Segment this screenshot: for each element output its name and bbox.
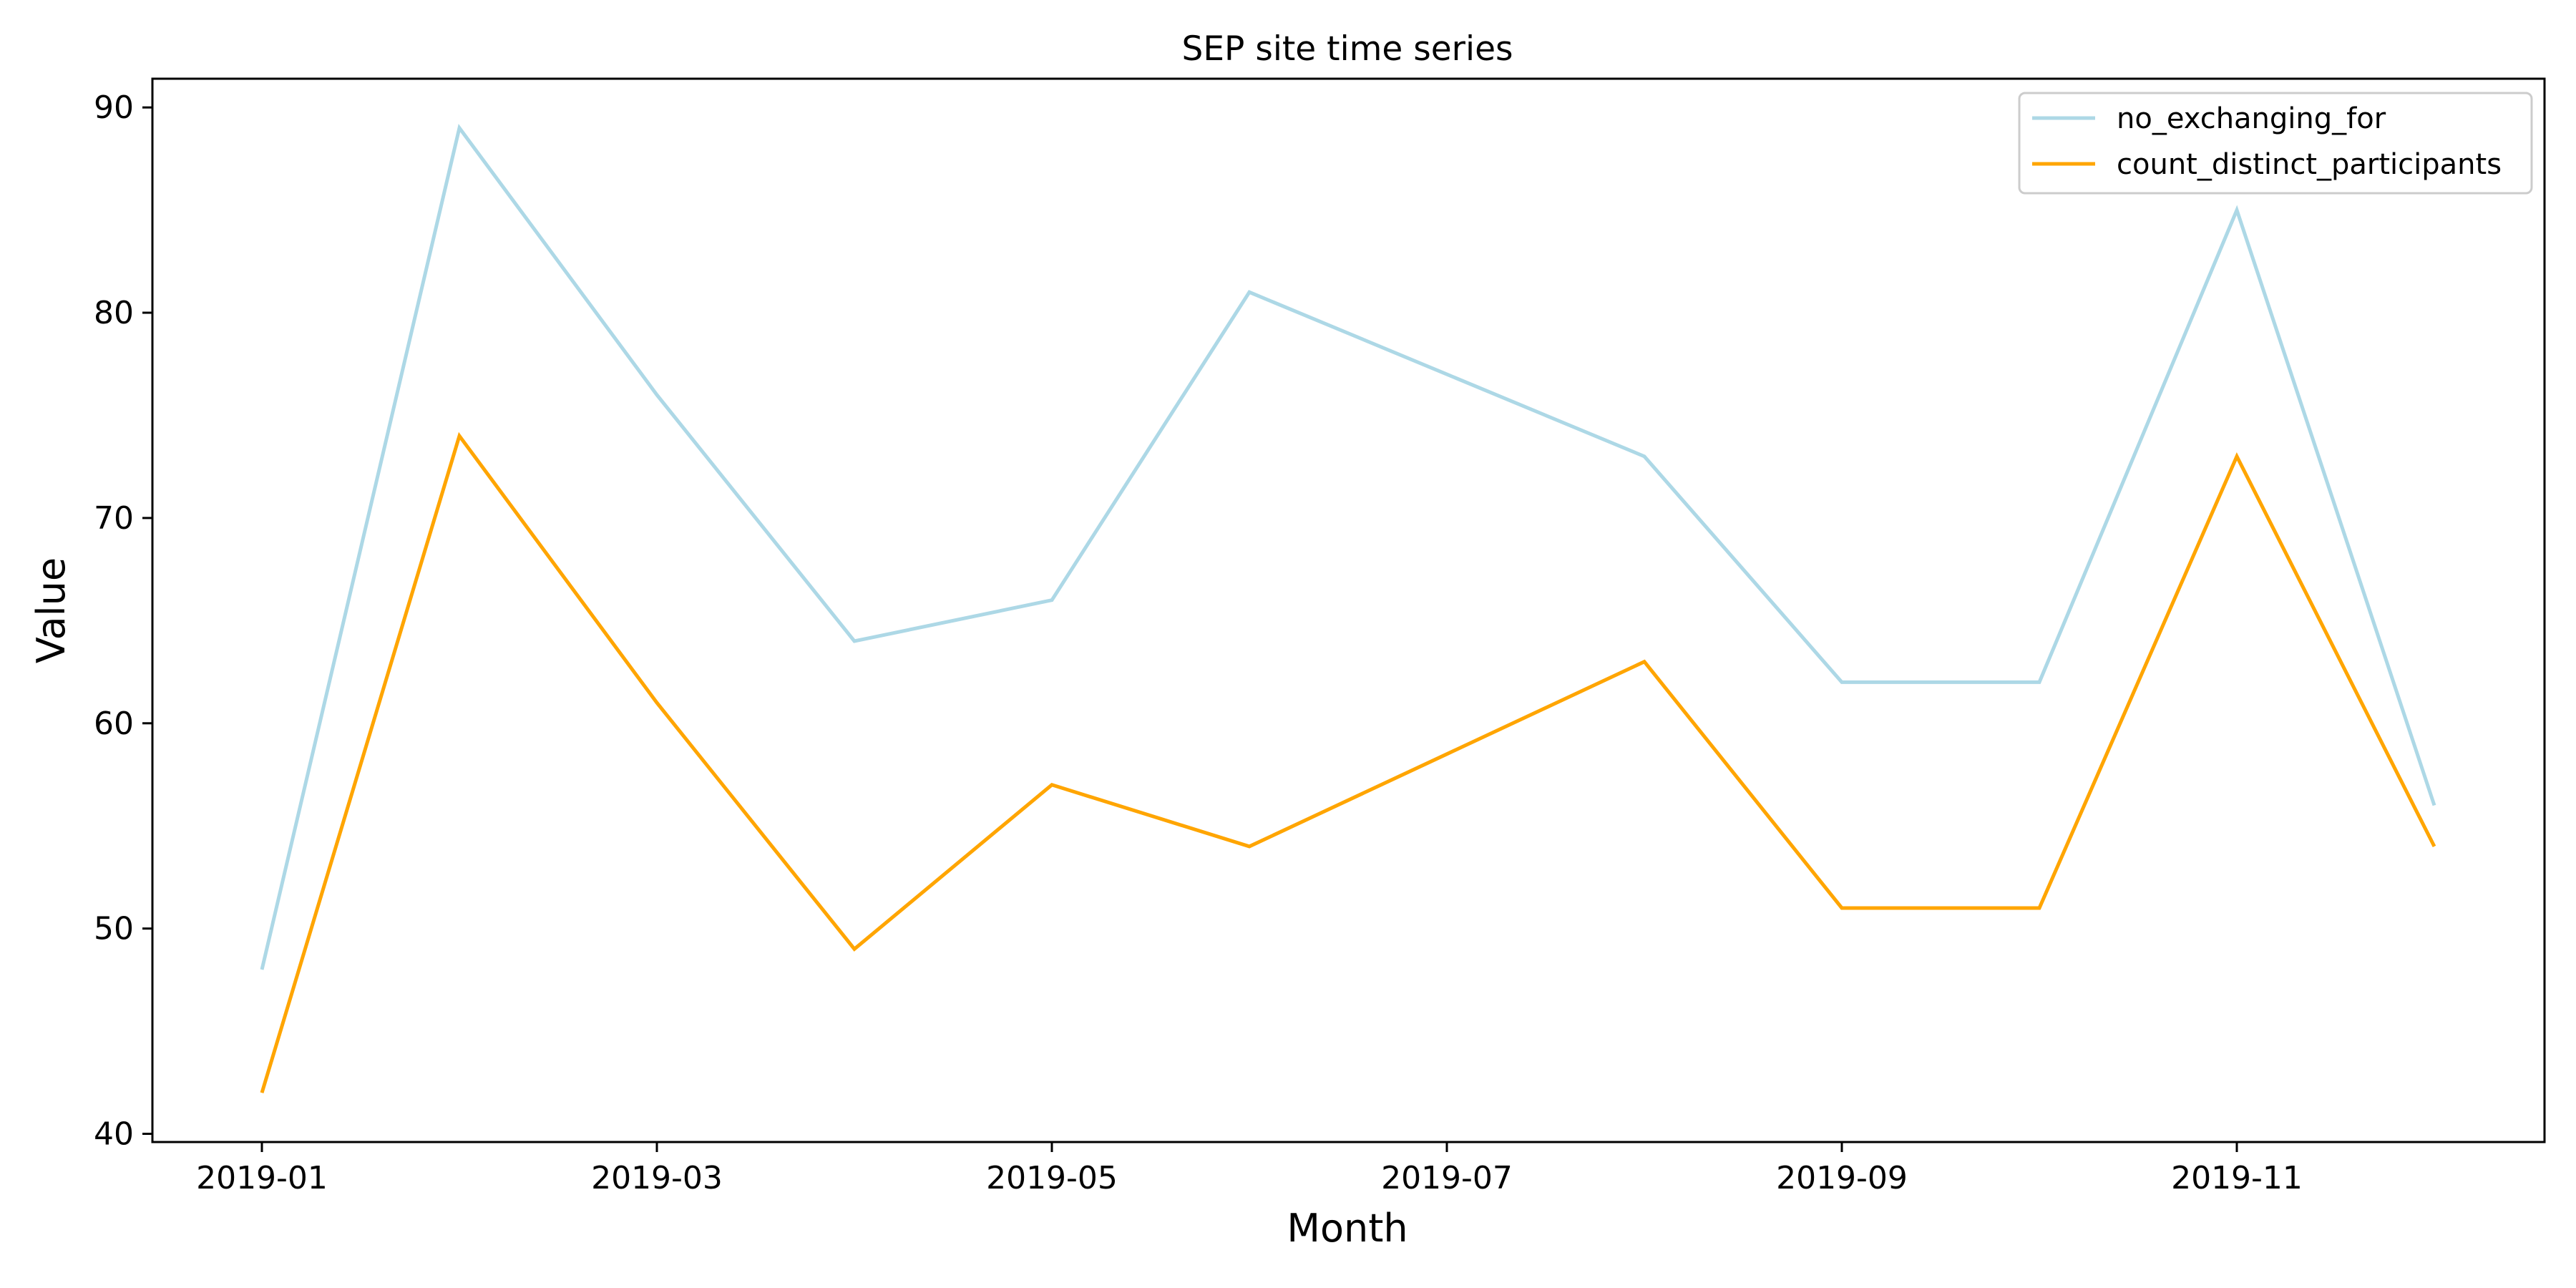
x-tick-label: 2019-01 <box>196 1160 328 1196</box>
y-tick-label: 90 <box>94 89 134 126</box>
x-tick-label: 2019-09 <box>1776 1160 1908 1196</box>
y-tick-label: 70 <box>94 500 134 537</box>
x-axis: 2019-01 2019-03 2019-05 2019-07 2019-09 2019-… <box>196 1142 2303 1196</box>
legend-box <box>2018 92 2533 195</box>
y-axis: 40 50 60 70 80 90 <box>94 89 152 1153</box>
x-tick-label: 2019-11 <box>2171 1160 2303 1196</box>
y-axis-label: Value <box>29 557 74 663</box>
series-line-1 <box>260 123 2436 970</box>
x-tick-label: 2019-03 <box>591 1160 723 1196</box>
x-tick-label: 2019-07 <box>1381 1160 1513 1196</box>
series-layer <box>260 123 2436 1093</box>
legend-label: count_distinct_participants <box>2117 148 2502 181</box>
plot-frame <box>151 77 2546 1143</box>
chart-title: SEP site time series <box>1182 29 1513 69</box>
x-tick-label: 2019-05 <box>986 1160 1118 1196</box>
y-tick-label: 60 <box>94 706 134 742</box>
y-tick-label: 40 <box>94 1116 134 1153</box>
series-line-2 <box>260 431 2436 1093</box>
legend: no_exchanging_for count_distinct_particip… <box>2018 92 2533 195</box>
legend-label: no_exchanging_for <box>2117 102 2386 135</box>
y-tick-label: 50 <box>94 911 134 947</box>
x-axis-label: Month <box>1287 1206 1407 1251</box>
y-tick-label: 80 <box>94 295 134 331</box>
